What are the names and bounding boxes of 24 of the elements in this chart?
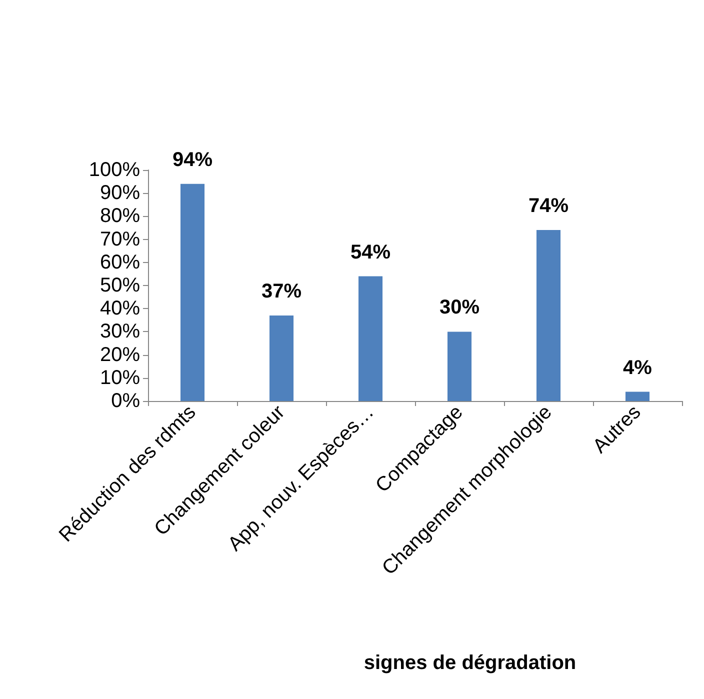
data-label: 54% [350, 241, 391, 264]
bar [269, 316, 294, 401]
y-tick-label: 50% [100, 274, 140, 296]
bar [358, 276, 383, 401]
y-tick-label: 60% [100, 251, 140, 274]
y-tick-label: 70% [100, 228, 140, 250]
data-label: 74% [528, 195, 569, 218]
data-label: 4% [623, 356, 652, 379]
bar [625, 392, 650, 401]
y-tick-label: 0% [111, 390, 140, 412]
y-tick-label: 90% [100, 182, 140, 204]
y-tick-label: 80% [100, 205, 140, 228]
y-tick-label: 30% [100, 320, 140, 343]
y-tick-label: 20% [100, 344, 140, 366]
bar [180, 184, 205, 401]
bar [447, 332, 472, 401]
data-label: 37% [261, 280, 302, 303]
bar [536, 230, 561, 401]
y-tick-label: 10% [100, 366, 140, 389]
y-tick-label: 40% [100, 298, 140, 320]
y-tick-label: 100% [88, 159, 140, 181]
data-label: 30% [439, 296, 480, 319]
x-axis-title: signes de dégradation [364, 652, 576, 674]
data-label: 94% [172, 148, 213, 171]
